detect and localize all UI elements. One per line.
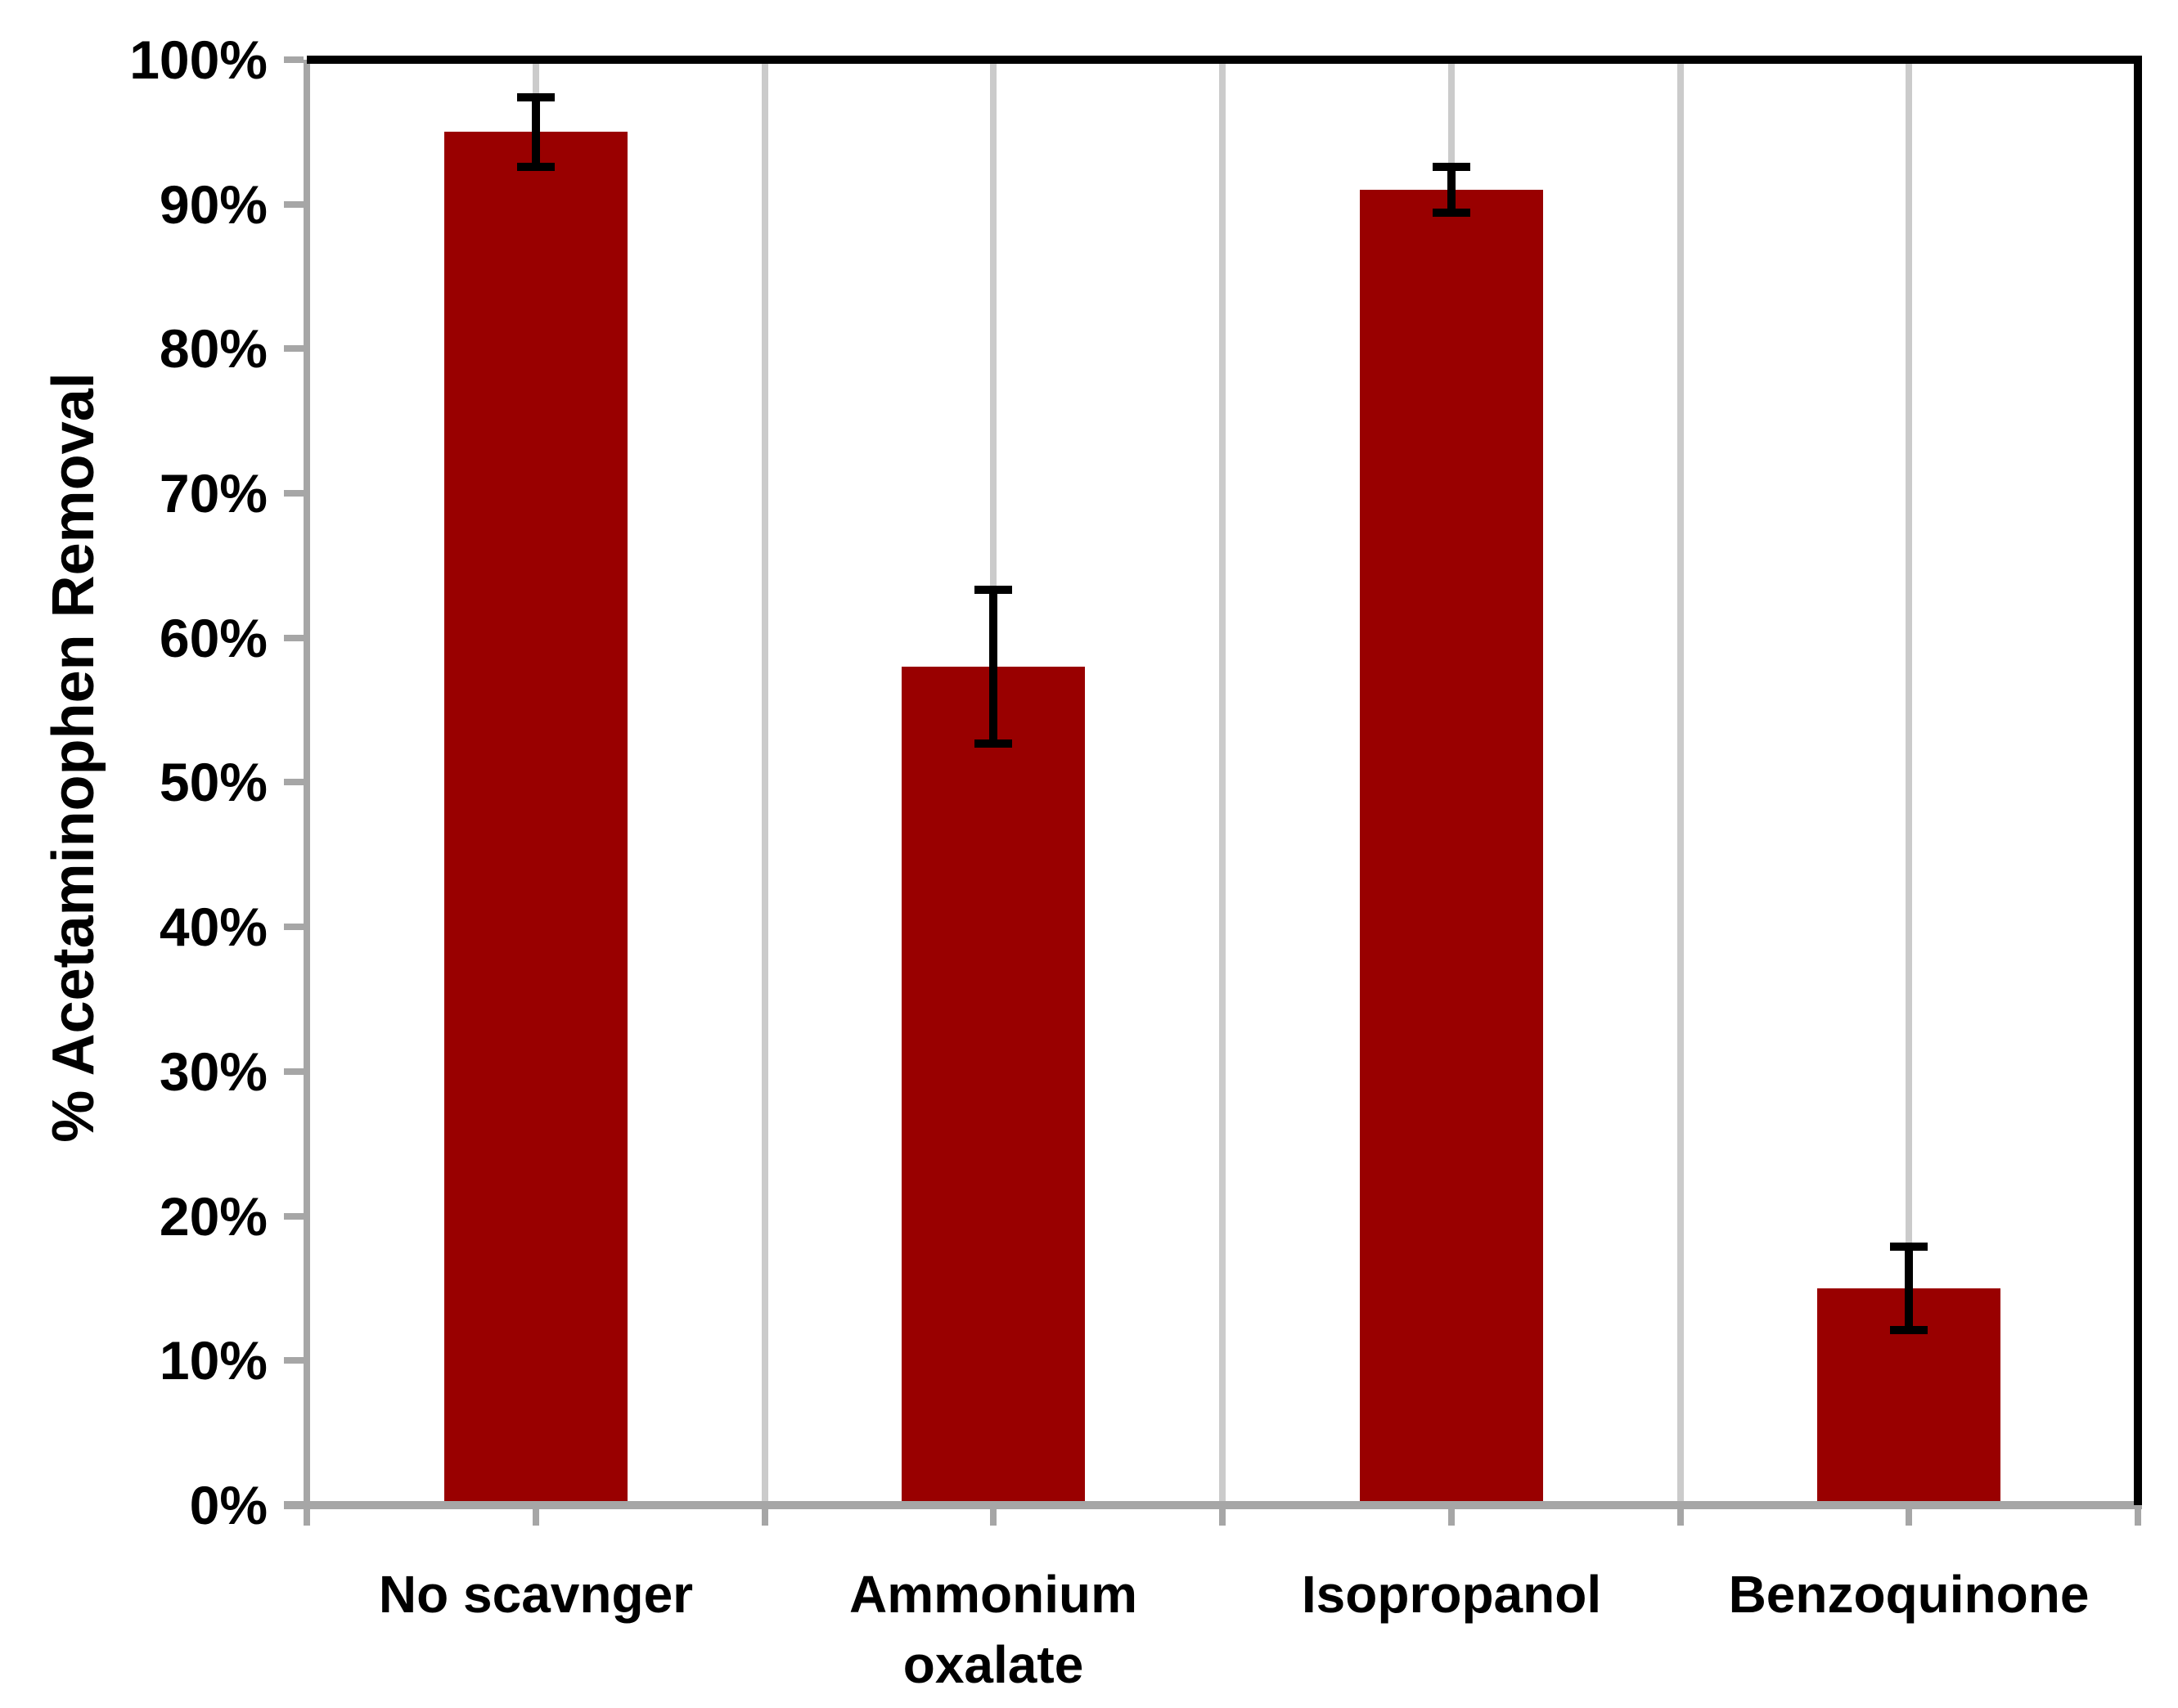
x-axis-tick (1906, 1509, 1912, 1526)
error-bar-cap-top (974, 586, 1012, 594)
error-bar-cap-top (1890, 1243, 1928, 1251)
y-tick-label: 0% (189, 1475, 268, 1535)
error-bar-cap-top (1433, 163, 1470, 171)
x-category-label: Ammonium oxalate (849, 1565, 1137, 1695)
vertical-gridline (1677, 60, 1684, 1505)
x-axis-tick-right-edge (2135, 1509, 2141, 1526)
plot-top-border (307, 56, 2142, 64)
x-axis-tick (533, 1509, 539, 1526)
error-bar-cap-bottom (1890, 1326, 1928, 1334)
y-tick-label: 70% (159, 463, 268, 524)
y-axis-tick (284, 1213, 304, 1220)
y-axis-tick (284, 1357, 304, 1364)
y-axis-tick (284, 1068, 304, 1075)
y-tick-label: 60% (159, 608, 268, 668)
bar-no-scavnger (444, 132, 628, 1505)
x-category-label: No scavnger (378, 1565, 694, 1624)
x-axis-tick (1448, 1509, 1455, 1526)
y-tick-label: 40% (159, 897, 268, 957)
y-axis-tick (284, 635, 304, 641)
x-axis-tick (1219, 1509, 1226, 1526)
error-bar-cap-bottom (974, 739, 1012, 748)
error-bar-line (532, 97, 540, 167)
x-axis-tick (990, 1509, 997, 1526)
y-axis-tick (284, 490, 304, 497)
x-axis-tick (1677, 1509, 1684, 1526)
y-axis-tick (284, 924, 304, 930)
y-axis-tick (284, 345, 304, 352)
vertical-gridline (762, 60, 768, 1505)
bar-ammonium-oxalate (902, 667, 1085, 1505)
y-tick-label: 30% (159, 1041, 268, 1102)
error-bar-line (989, 590, 997, 743)
x-category-label: Isopropanol (1301, 1565, 1602, 1624)
y-axis-tick (284, 201, 304, 208)
error-bar-line (1905, 1247, 1913, 1330)
plot-right-border (2134, 56, 2142, 1505)
x-category-label: Benzoquinone (1728, 1565, 2090, 1624)
y-axis-tick (284, 56, 304, 63)
error-bar-cap-top (517, 93, 555, 101)
bar-isopropanol (1360, 190, 1543, 1505)
y-tick-label: 100% (129, 29, 268, 90)
x-axis-line (284, 1501, 2142, 1509)
y-axis-line (304, 60, 310, 1526)
error-bar-cap-bottom (1433, 209, 1470, 217)
vertical-gridline (1219, 60, 1226, 1505)
y-tick-label: 90% (159, 174, 268, 235)
y-axis-tick (284, 779, 304, 785)
error-bar-line (1447, 167, 1456, 214)
y-tick-label: 10% (159, 1330, 268, 1391)
x-axis-tick (762, 1509, 768, 1526)
y-tick-label: 20% (159, 1186, 268, 1247)
y-tick-label: 50% (159, 752, 268, 812)
vertical-gridline (1906, 60, 1912, 1505)
y-tick-label: 80% (159, 318, 268, 379)
error-bar-cap-bottom (517, 163, 555, 171)
